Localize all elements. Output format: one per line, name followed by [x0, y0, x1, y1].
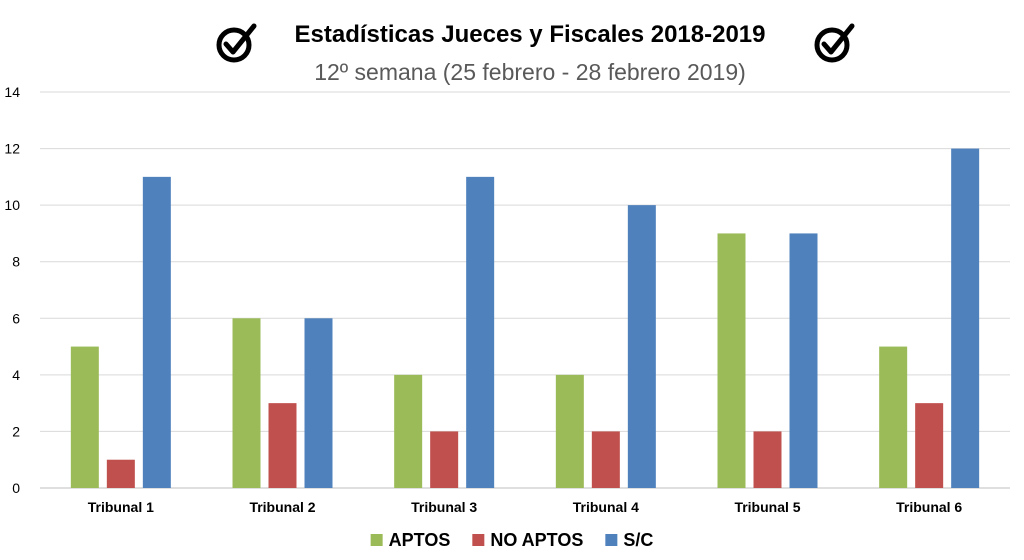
- x-category-label: Tribunal 4: [573, 499, 639, 515]
- legend-label: S/C: [623, 530, 653, 550]
- y-tick-label: 10: [4, 197, 20, 213]
- bars: [70, 148, 980, 489]
- legend-swatch: [605, 534, 618, 546]
- x-category-label: Tribunal 5: [734, 499, 800, 515]
- bar-aptos-6: [879, 346, 908, 488]
- gridlines: [40, 91, 1010, 489]
- bar-no-aptos-6: [915, 403, 944, 488]
- y-tick-label: 0: [12, 480, 20, 496]
- legend-swatch: [370, 534, 383, 546]
- legend-item: S/C: [605, 530, 653, 550]
- bar-aptos-2: [232, 318, 261, 488]
- bar-s-c-2: [304, 318, 333, 488]
- check-circle-icon: [216, 23, 257, 63]
- y-axis-ticks: 0 2 4 6 8 10 12 14: [4, 84, 20, 496]
- y-tick-label: 6: [12, 310, 20, 326]
- y-tick-label: 12: [4, 141, 20, 157]
- bar-s-c-5: [789, 233, 818, 488]
- y-tick-label: 14: [4, 84, 20, 100]
- y-tick-label: 4: [12, 367, 20, 383]
- chart-title: Estadísticas Jueces y Fiscales 2018-2019: [295, 21, 766, 48]
- bar-no-aptos-1: [106, 459, 135, 488]
- x-category-label: Tribunal 3: [411, 499, 477, 515]
- bar-no-aptos-2: [268, 403, 297, 488]
- x-axis-labels: Tribunal 1 Tribunal 2 Tribunal 3 Tribunal 4…: [88, 499, 963, 515]
- bar-no-aptos-4: [591, 431, 620, 488]
- x-category-label: Tribunal 2: [249, 499, 315, 515]
- x-category-label: Tribunal 1: [88, 499, 154, 515]
- bar-s-c-6: [951, 148, 980, 489]
- legend-swatch: [472, 534, 485, 546]
- bar-s-c-1: [142, 176, 171, 488]
- bar-s-c-4: [627, 205, 656, 488]
- bar-aptos-1: [70, 346, 99, 488]
- bar-no-aptos-5: [753, 431, 782, 488]
- legend-item: APTOS: [370, 530, 451, 550]
- legend-label: APTOS: [389, 530, 451, 550]
- bar-aptos-5: [717, 233, 746, 488]
- bar-s-c-3: [466, 176, 495, 488]
- legend-label: NO APTOS: [490, 530, 583, 550]
- bar-aptos-3: [394, 374, 423, 488]
- y-tick-label: 8: [12, 254, 20, 270]
- bar-no-aptos-3: [430, 431, 459, 488]
- check-circle-icon: [814, 23, 855, 63]
- y-tick-label: 2: [12, 423, 20, 439]
- legend-item: NO APTOS: [472, 530, 583, 550]
- legend: APTOS NO APTOS S/C: [370, 530, 653, 550]
- bar-aptos-4: [555, 374, 584, 488]
- chart-subtitle: 12º semana (25 febrero - 28 febrero 2019…: [314, 59, 746, 85]
- x-category-label: Tribunal 6: [896, 499, 962, 515]
